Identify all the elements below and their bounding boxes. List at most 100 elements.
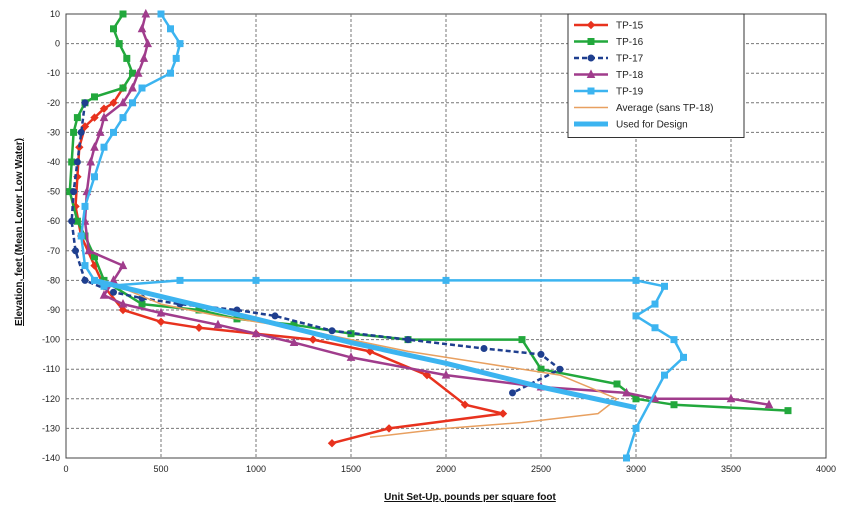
data-point (480, 344, 488, 352)
data-point (623, 454, 630, 462)
data-point (764, 399, 774, 409)
data-point (252, 276, 260, 284)
data-point (137, 23, 147, 33)
data-point (118, 260, 128, 270)
data-point (118, 298, 128, 308)
legend-label: TP-17 (616, 54, 644, 65)
data-point (70, 128, 78, 136)
series-line (93, 277, 637, 411)
data-point (77, 128, 85, 136)
y-tick-label: 10 (50, 9, 60, 19)
y-tick-label: -140 (42, 453, 60, 463)
data-point (404, 336, 412, 344)
data-point (115, 40, 123, 48)
series-line (103, 279, 618, 439)
legend-label: TP-19 (616, 87, 644, 98)
data-point (167, 69, 174, 77)
series-layer (66, 8, 792, 462)
data-point (123, 54, 131, 62)
data-point (77, 232, 85, 240)
data-point (308, 335, 318, 344)
data-point (129, 99, 136, 107)
data-point (90, 113, 99, 122)
data-point (81, 99, 89, 107)
data-point (327, 438, 337, 448)
data-point (68, 217, 76, 225)
data-point (586, 20, 596, 30)
y-tick-label: -100 (42, 335, 60, 345)
y-tick-label: -60 (47, 216, 60, 226)
data-point (141, 8, 151, 18)
legend-label: Average (sans TP-18) (616, 103, 713, 114)
legend-label: TP-18 (616, 70, 644, 81)
y-tick-label: -30 (47, 127, 60, 137)
data-point (157, 10, 165, 18)
data-point (442, 276, 450, 284)
data-point (100, 143, 108, 151)
data-point (622, 387, 631, 397)
data-point (422, 370, 432, 380)
y-tick-label: -50 (47, 187, 60, 197)
data-point (661, 282, 668, 290)
data-point (587, 38, 595, 45)
y-tick-label: -120 (42, 394, 60, 404)
data-point (133, 68, 143, 77)
series-5 (103, 279, 618, 439)
data-point (167, 25, 174, 33)
legend-label: TP-16 (616, 37, 644, 48)
data-point (651, 324, 659, 332)
data-point (90, 142, 99, 151)
data-point (661, 371, 668, 379)
x-tick-label: 0 (63, 464, 68, 474)
data-point (73, 158, 81, 166)
data-point (99, 104, 109, 113)
y-tick-label: -70 (47, 246, 60, 256)
data-point (70, 188, 78, 196)
y-tick-label: -10 (47, 68, 60, 78)
data-point (556, 365, 564, 373)
data-point (680, 353, 687, 361)
data-point (109, 98, 118, 108)
x-tick-label: 3000 (626, 464, 646, 474)
data-point (176, 40, 184, 48)
data-point (119, 10, 127, 18)
data-point (119, 84, 127, 92)
data-point (441, 370, 451, 379)
data-point (586, 69, 596, 78)
data-point (73, 114, 81, 122)
data-point (81, 202, 89, 210)
x-tick-label: 1000 (246, 464, 266, 474)
x-tick-label: 2500 (531, 464, 551, 474)
data-point (95, 127, 105, 136)
legend-label: Used for Design (616, 120, 688, 131)
data-point (138, 84, 146, 92)
data-point (587, 54, 595, 62)
x-tick-label: 2000 (436, 464, 456, 474)
data-point (72, 247, 79, 255)
data-point (346, 352, 356, 361)
data-point (118, 305, 128, 315)
data-point (670, 401, 678, 409)
x-tick-label: 1500 (341, 464, 361, 474)
y-axis-title: Elevation, feet (Mean Lower Low Water) (14, 138, 25, 326)
x-tick-label: 4000 (816, 464, 836, 474)
series-6 (93, 277, 637, 411)
data-point (194, 323, 204, 332)
data-point (365, 347, 375, 356)
data-point (128, 82, 137, 92)
data-point (632, 395, 640, 403)
data-point (613, 380, 621, 388)
series-3 (80, 8, 774, 409)
data-point (328, 327, 336, 335)
data-point (251, 328, 261, 338)
data-point (129, 69, 136, 77)
data-point (651, 300, 659, 308)
data-point (110, 25, 117, 33)
data-point (139, 53, 149, 62)
data-point (587, 87, 595, 95)
data-point (110, 128, 117, 136)
x-tick-label: 500 (153, 464, 168, 474)
y-tick-label: -80 (47, 275, 60, 285)
series-line (70, 102, 562, 395)
